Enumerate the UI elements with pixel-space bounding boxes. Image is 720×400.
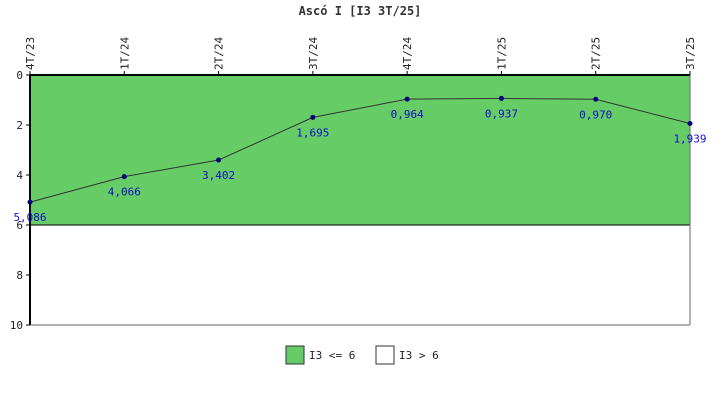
data-labels: 5,086 4,066 3,402 1,695 0,964 0,937 0,970 1,939: [13, 107, 706, 224]
legend: I3 <= 6 I3 > 6: [285, 345, 439, 365]
data-point: [404, 96, 410, 102]
x-tick-label: 1T/24: [118, 37, 131, 70]
y-tick-label: 8: [16, 269, 23, 282]
y-tick-label: 0: [16, 69, 23, 82]
x-tick-label: 1T/25: [495, 37, 508, 70]
legend-label-white: I3 > 6: [399, 349, 439, 362]
data-point: [593, 96, 599, 102]
data-point: [121, 174, 127, 180]
data-point: [216, 157, 222, 163]
axes: 0 2 4 6 8 10 4T/23 1T/24 2T/24 3T/24 4T/24 1T/25 2T/…: [10, 37, 697, 332]
series-polyline: [29, 97, 691, 203]
band-0: [30, 75, 690, 225]
band-1: [30, 225, 690, 325]
threshold-bands: [30, 75, 690, 325]
data-points: [27, 95, 693, 205]
x-tick-label: 2T/24: [213, 37, 226, 70]
data-point: [687, 120, 693, 126]
series-line: [29, 97, 691, 203]
data-label: 0,970: [579, 108, 612, 121]
legend-label-green: I3 <= 6: [309, 349, 355, 362]
y-tick-label: 4: [16, 169, 23, 182]
x-tick-label: 4T/23: [24, 37, 37, 70]
data-label: 0,964: [391, 108, 424, 121]
x-tick-label: 3T/25: [684, 37, 697, 70]
data-label: 1,695: [296, 126, 329, 139]
y-tick-label: 10: [10, 319, 23, 332]
x-tick-label: 2T/25: [590, 37, 603, 70]
legend-swatch-green: [285, 345, 305, 365]
x-tick-label: 4T/24: [401, 37, 414, 70]
data-point: [310, 114, 316, 120]
data-label: 0,937: [485, 107, 518, 120]
y-tick-label: 6: [16, 219, 23, 232]
x-tick-label: 3T/24: [307, 37, 320, 70]
data-point: [498, 95, 504, 101]
y-tick-label: 2: [16, 119, 23, 132]
data-label: 3,402: [202, 169, 235, 182]
data-label: 4,066: [108, 186, 141, 199]
data-label: 1,939: [673, 132, 706, 145]
data-point: [27, 199, 33, 205]
chart-title: Ascó I [I3 3T/25]: [299, 4, 422, 18]
legend-swatch-white: [375, 345, 395, 365]
data-label: 5,086: [13, 211, 46, 224]
